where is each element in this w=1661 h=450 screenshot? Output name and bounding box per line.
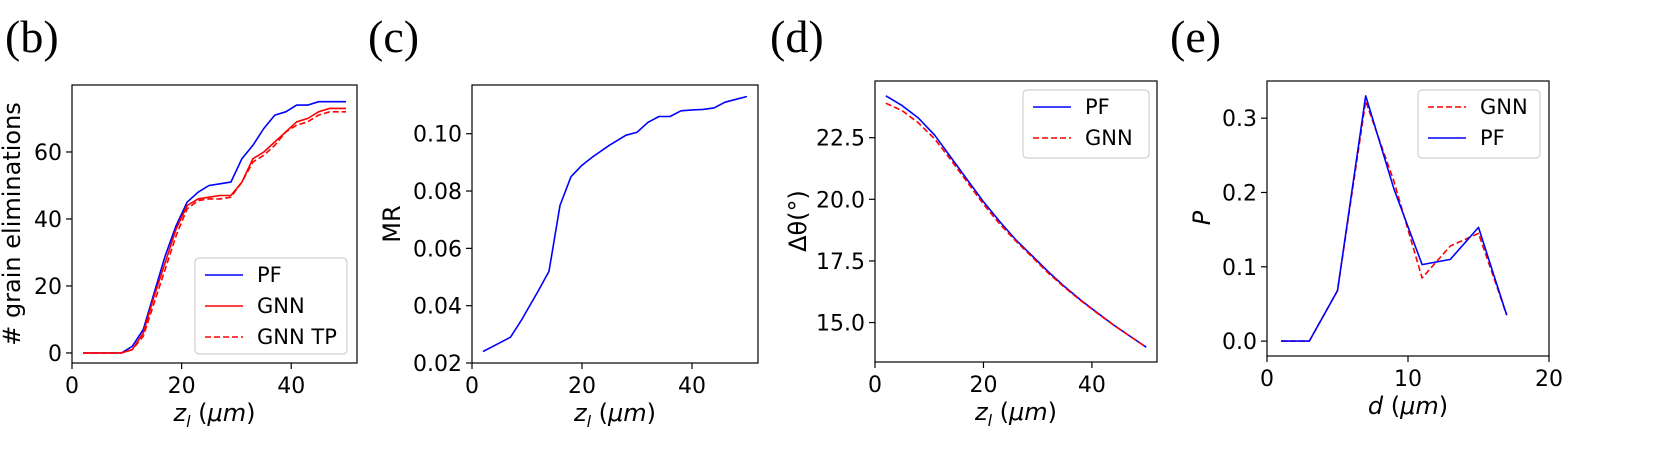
- b-ylabel: # grain eliminations: [0, 102, 26, 346]
- b-series-gnn: [83, 107, 346, 354]
- d-legend: PF GNN: [1022, 89, 1150, 159]
- plot-e: 0 10 20 0.0 0.1 0.2 0.3 d (μm) P GNN PF: [1188, 89, 1563, 420]
- b-series-gnn-tp: [83, 111, 346, 354]
- panel-label-d: (d): [770, 11, 824, 62]
- axes-frame-d: [874, 80, 1158, 363]
- d-ytick-label: 17.5: [816, 250, 865, 275]
- d-ytick-label: 22.5: [816, 127, 865, 152]
- e-xlabel: d (μm): [1368, 392, 1448, 420]
- d-ytick-label: 15.0: [816, 312, 865, 337]
- c-ytick-label: 0.06: [413, 237, 462, 262]
- b-legend: PF GNN GNN TP: [194, 257, 348, 355]
- b-legend-box: [194, 257, 348, 355]
- e-ytick-label: 0.2: [1222, 181, 1257, 206]
- c-ylabel: MR: [378, 205, 406, 242]
- b-legend-label: PF: [257, 263, 282, 287]
- c-ytick-label: 0.08: [413, 180, 462, 205]
- panel-label-e: (e): [1170, 11, 1221, 62]
- d-legend-label: GNN: [1085, 126, 1133, 150]
- c-xlabel: zl (μm): [573, 399, 656, 431]
- e-xtick-label: 10: [1394, 367, 1422, 392]
- e-ytick-label: 0.0: [1222, 330, 1257, 355]
- panel-label-b: (b): [5, 11, 59, 62]
- c-ytick-label: 0.04: [413, 295, 462, 320]
- d-xtick-label: 0: [868, 373, 882, 398]
- c-xtick-label: 40: [678, 374, 706, 399]
- e-legend-label: GNN: [1480, 95, 1528, 119]
- plot-d: 0 20 40 15.0 17.5 20.0 22.5 zl (μm) Δθ(°) PF GNN: [784, 89, 1150, 430]
- b-xtick-label: 20: [168, 374, 196, 399]
- e-ytick-label: 0.3: [1222, 107, 1257, 132]
- b-legend-label: GNN: [257, 294, 305, 318]
- plot-c: 0 20 40 0.02 0.04 0.06 0.08 0.10 zl (μm) MR: [378, 95, 748, 431]
- b-xtick-label: 40: [277, 374, 305, 399]
- b-ytick-label: 20: [34, 275, 62, 300]
- e-legend: GNN PF: [1417, 89, 1541, 159]
- c-series-pf: [482, 95, 748, 353]
- e-series-pf: [1281, 95, 1508, 342]
- b-xlabel: zl (μm): [172, 399, 255, 431]
- b-xtick-label: 0: [65, 374, 79, 399]
- d-series-gnn: [885, 102, 1147, 348]
- e-xtick-label: 0: [1260, 367, 1274, 392]
- d-ytick-label: 20.0: [816, 188, 865, 213]
- b-series-pf: [83, 100, 346, 354]
- d-xlabel: zl (μm): [974, 398, 1057, 430]
- c-ytick-label: 0.02: [413, 352, 462, 377]
- plot-b: 0 20 40 0 20 40 60 zl (μm) # grain eliminations P…: [0, 100, 348, 431]
- d-legend-label: PF: [1085, 95, 1110, 119]
- e-ytick-label: 0.1: [1222, 256, 1257, 281]
- c-xtick-label: 0: [465, 374, 479, 399]
- b-ytick-label: 0: [48, 342, 62, 367]
- e-legend-label: PF: [1480, 126, 1505, 150]
- b-ytick-label: 60: [34, 141, 62, 166]
- d-xtick-label: 20: [969, 373, 997, 398]
- e-xtick-label: 20: [1535, 367, 1563, 392]
- b-legend-label: GNN TP: [257, 325, 337, 349]
- c-ytick-label: 0.10: [413, 123, 462, 148]
- b-ytick-label: 40: [34, 208, 62, 233]
- d-ylabel: Δθ(°): [784, 190, 812, 252]
- e-ylabel: P: [1188, 210, 1216, 225]
- panel-label-c: (c): [368, 11, 419, 62]
- axes-frame-b: [71, 84, 358, 364]
- axes-frame-c: [471, 84, 759, 364]
- d-xtick-label: 40: [1078, 373, 1106, 398]
- c-xtick-label: 20: [568, 374, 596, 399]
